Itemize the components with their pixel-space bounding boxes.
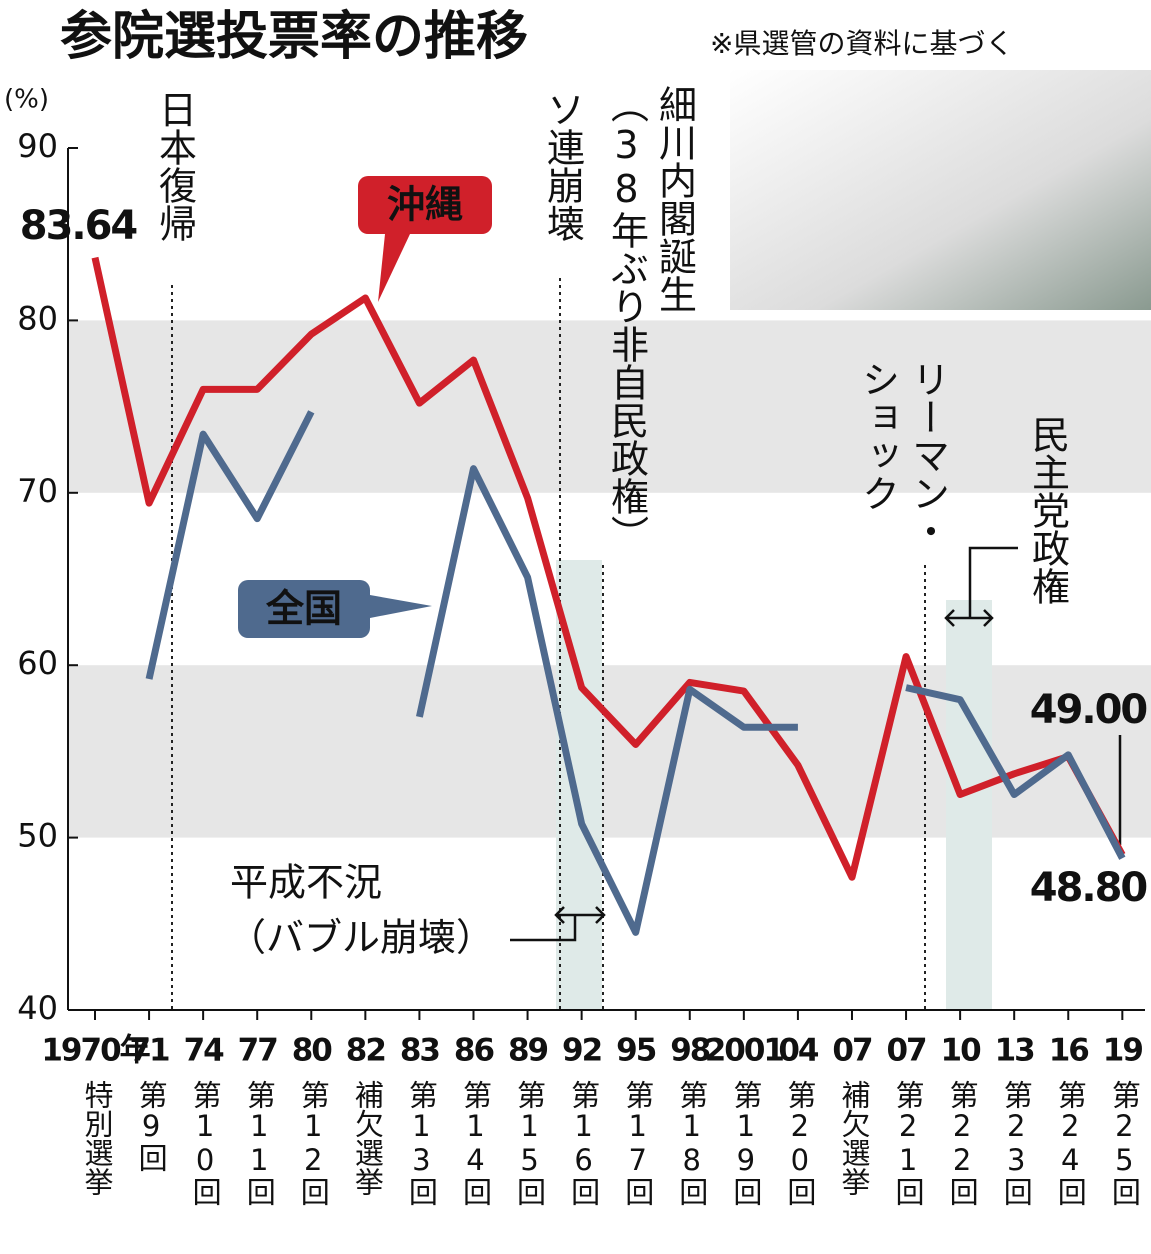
annotation: 日本復帰 <box>153 90 197 242</box>
photo-background <box>730 70 1151 310</box>
x-tick-label: 77 <box>238 1033 278 1069</box>
x-sublabel: 第23回 <box>999 1080 1033 1206</box>
annotation: 細川内閣誕生 <box>653 85 697 313</box>
y-tick-label: 60 <box>17 644 58 682</box>
x-tick-label: 74 <box>184 1033 225 1069</box>
legend-pointer <box>378 234 410 302</box>
x-sublabel: 第12回 <box>296 1080 330 1206</box>
x-sublabel: 第16回 <box>567 1080 601 1206</box>
annotation: ソ連崩壊 <box>541 90 585 242</box>
x-tick-label: 86 <box>454 1033 494 1069</box>
x-sublabel: 第17回 <box>621 1080 655 1206</box>
x-sublabel: 第11回 <box>242 1080 276 1206</box>
x-tick-label: 83 <box>400 1033 440 1069</box>
x-tick-label: 71 <box>129 1033 169 1069</box>
annotation: ショック <box>856 360 900 512</box>
y-tick-label: 70 <box>17 472 58 510</box>
x-sublabel: 第20回 <box>783 1080 817 1206</box>
annotation: （38年ぶり非自民政権） <box>605 85 649 553</box>
x-tick-label: 82 <box>346 1033 385 1069</box>
value-label: 49.00 <box>1030 687 1147 733</box>
value-label: 48.80 <box>1030 865 1147 911</box>
x-tick-label: 19 <box>1103 1033 1143 1069</box>
x-sublabel: 第24回 <box>1053 1080 1087 1206</box>
x-tick-label: 07 <box>886 1033 926 1069</box>
x-tick-label: 98 <box>670 1033 710 1069</box>
annotation: リーマン・ <box>906 360 950 550</box>
x-tick-label: 04 <box>778 1033 819 1069</box>
legend-box <box>358 176 492 234</box>
x-tick-label: 2001 <box>705 1033 784 1069</box>
x-sublabel: 第25回 <box>1107 1080 1141 1206</box>
chart-subtitle: ※県選管の資料に基づく <box>710 27 1013 60</box>
legend-label: 沖縄 <box>387 183 463 227</box>
y-tick-label: 50 <box>17 817 58 855</box>
annotation: 民主党政権 <box>1026 415 1070 605</box>
y-tick-label: 90 <box>17 127 58 165</box>
series-line <box>145 410 1126 936</box>
x-sublabel: 第15回 <box>513 1080 547 1206</box>
series-line <box>91 256 1126 881</box>
x-sublabel: 特別選挙 <box>80 1080 114 1196</box>
x-tick-label: 16 <box>1049 1033 1089 1069</box>
x-sublabel: 補欠選挙 <box>350 1080 384 1196</box>
x-tick-label: 07 <box>832 1033 872 1069</box>
period-band <box>946 600 992 1010</box>
x-tick-label: 80 <box>292 1033 333 1069</box>
legend-box <box>238 580 370 638</box>
x-tick-label: 89 <box>508 1033 548 1069</box>
annotation: （バブル崩壊） <box>228 916 494 960</box>
annotation: 平成不況 <box>230 861 382 905</box>
arrows <box>510 546 1122 942</box>
x-sublabel: 第21回 <box>891 1080 925 1206</box>
legend-label: 全国 <box>265 587 342 631</box>
x-tick-label: 95 <box>616 1033 656 1069</box>
x-sublabel: 第22回 <box>945 1080 979 1206</box>
x-tick-label: 1970年 <box>41 1033 150 1069</box>
value-label: 83.64 <box>20 203 137 249</box>
x-tick-label: 92 <box>562 1033 601 1069</box>
x-sublabel: 補欠選挙 <box>837 1080 871 1196</box>
x-sublabel: 第19回 <box>729 1080 763 1206</box>
y-tick-label: 80 <box>17 299 58 337</box>
x-tick-label: 13 <box>995 1033 1035 1069</box>
event-lines <box>171 278 926 1010</box>
chart-title: 参院選投票率の推移 <box>60 7 528 67</box>
x-tick-label: 10 <box>941 1033 982 1069</box>
grid-band <box>68 320 1151 493</box>
y-tick-label: 40 <box>17 989 58 1027</box>
x-sublabel: 第14回 <box>458 1080 492 1206</box>
legend-pointer <box>370 595 432 618</box>
x-sublabel: 第9回 <box>134 1080 168 1172</box>
y-unit: (%) <box>4 85 49 115</box>
x-sublabel: 第13回 <box>404 1080 438 1206</box>
x-sublabel: 第18回 <box>675 1080 709 1206</box>
x-sublabel: 第10回 <box>188 1080 222 1206</box>
